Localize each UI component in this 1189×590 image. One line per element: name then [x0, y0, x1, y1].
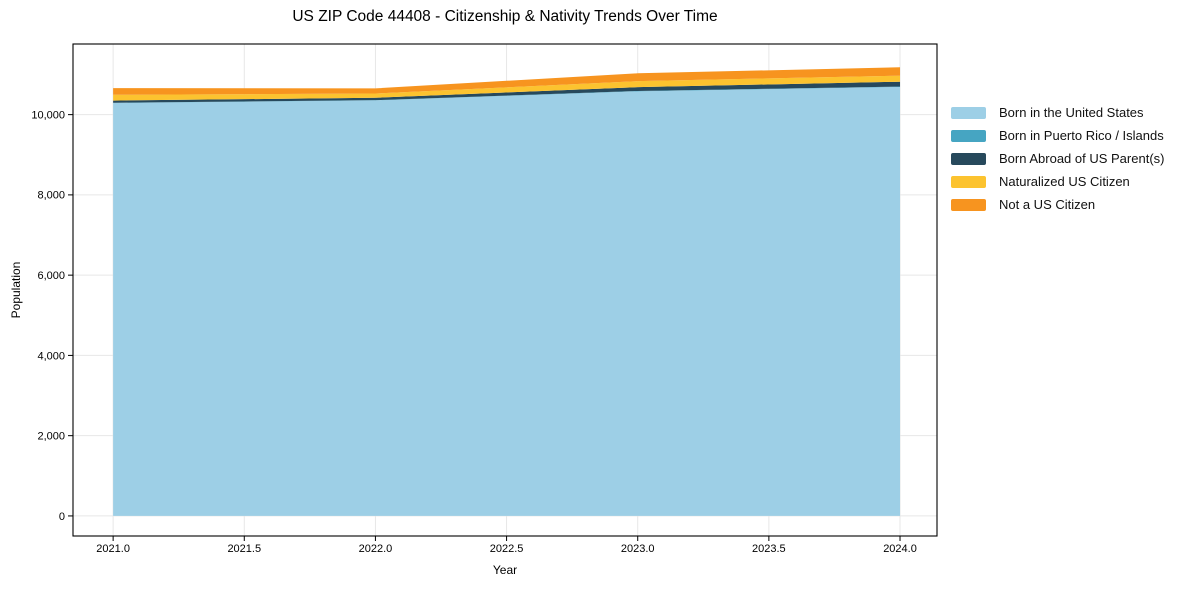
legend-item-born-in-us: Born in the United States [951, 105, 1164, 120]
legend-item-not-citizen: Not a US Citizen [951, 197, 1164, 212]
area-series-0 [113, 86, 901, 516]
y-tick-label: 2,000 [37, 431, 65, 443]
y-tick-label: 6,000 [37, 270, 65, 282]
legend-label-born-abroad: Born Abroad of US Parent(s) [999, 151, 1165, 166]
stacked-areas [113, 67, 901, 516]
x-tick-label: 2023.5 [752, 543, 786, 555]
area-series-1 [113, 86, 901, 103]
x-axis-ticks: 2021.0 2021.5 2022.0 2022.5 2023.0 2023.5 2024… [96, 536, 917, 555]
chart-title: US ZIP Code 44408 - Citizenship & Nativi… [292, 8, 718, 25]
legend-swatch-born-puerto-rico [951, 129, 986, 142]
y-tick-label: 0 [59, 511, 65, 523]
legend-swatch-not-citizen [951, 198, 986, 211]
area-series-3 [113, 75, 901, 101]
x-tick-label: 2024.0 [883, 543, 917, 555]
y-tick-label: 4,000 [37, 350, 65, 362]
x-tick-label: 2021.0 [96, 543, 130, 555]
y-tick-label: 8,000 [37, 190, 65, 202]
y-axis-label: Population [9, 261, 23, 319]
legend-item-naturalized: Naturalized US Citizen [951, 174, 1164, 189]
x-tick-label: 2021.5 [227, 543, 261, 555]
legend: Born in the United States Born in Puerto… [951, 105, 1164, 220]
x-tick-label: 2022.5 [490, 543, 524, 555]
legend-swatch-naturalized [951, 175, 986, 188]
legend-swatch-born-abroad [951, 152, 986, 165]
y-tick-label: 10,000 [31, 109, 65, 121]
legend-label-not-citizen: Not a US Citizen [999, 197, 1096, 212]
legend-label-born-puerto-rico: Born in Puerto Rico / Islands [999, 128, 1164, 143]
area-series-2 [113, 81, 901, 103]
x-axis-label: Year [492, 563, 518, 577]
legend-item-born-abroad: Born Abroad of US Parent(s) [951, 151, 1164, 166]
y-axis-ticks: 0 2,000 4,000 6,000 8,000 10,000 [31, 109, 73, 523]
area-series-4 [113, 67, 901, 95]
x-tick-label: 2022.0 [359, 543, 393, 555]
legend-label-born-in-us: Born in the United States [999, 105, 1144, 120]
legend-swatch-born-in-us [951, 106, 986, 119]
plot-border [72, 43, 938, 537]
legend-label-naturalized: Naturalized US Citizen [999, 174, 1130, 189]
x-tick-label: 2023.0 [621, 543, 655, 555]
legend-item-born-puerto-rico: Born in Puerto Rico / Islands [951, 128, 1164, 143]
